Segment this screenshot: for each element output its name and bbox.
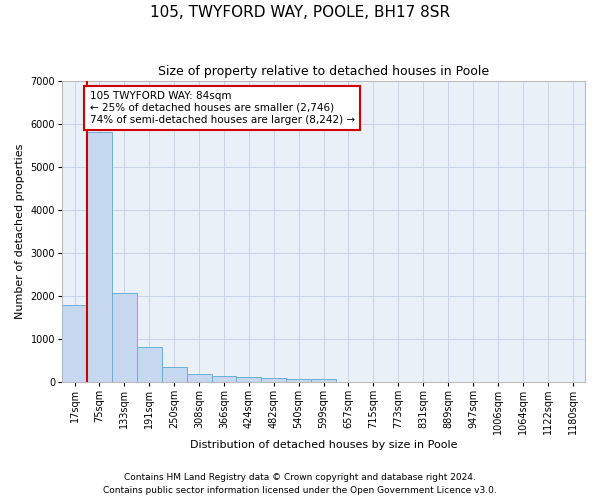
Text: 105, TWYFORD WAY, POOLE, BH17 8SR: 105, TWYFORD WAY, POOLE, BH17 8SR: [150, 5, 450, 20]
Y-axis label: Number of detached properties: Number of detached properties: [15, 144, 25, 319]
Bar: [212, 376, 236, 382]
Bar: [137, 346, 162, 382]
Text: 105 TWYFORD WAY: 84sqm
← 25% of detached houses are smaller (2,746)
74% of semi-: 105 TWYFORD WAY: 84sqm ← 25% of detached…: [89, 92, 355, 124]
Bar: [262, 378, 286, 382]
Bar: [112, 294, 137, 382]
Bar: [87, 132, 112, 382]
Text: Contains HM Land Registry data © Crown copyright and database right 2024.
Contai: Contains HM Land Registry data © Crown c…: [103, 474, 497, 495]
Bar: [236, 377, 262, 382]
Bar: [311, 379, 336, 382]
Title: Size of property relative to detached houses in Poole: Size of property relative to detached ho…: [158, 65, 489, 78]
Bar: [286, 379, 311, 382]
Bar: [62, 306, 87, 382]
X-axis label: Distribution of detached houses by size in Poole: Distribution of detached houses by size …: [190, 440, 457, 450]
Bar: [162, 368, 187, 382]
Bar: [187, 374, 212, 382]
